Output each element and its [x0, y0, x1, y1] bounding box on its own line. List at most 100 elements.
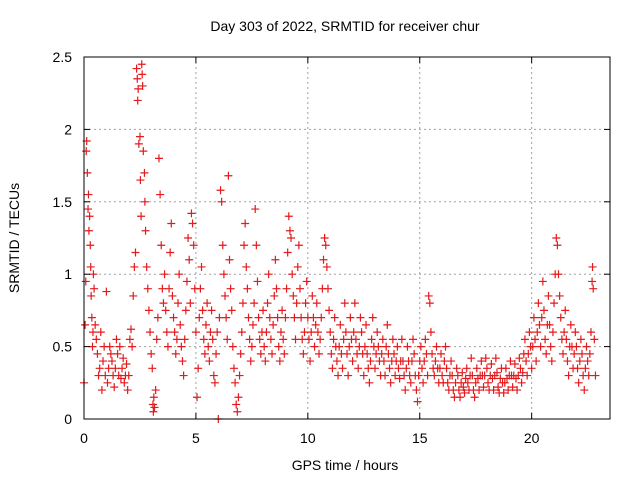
data-point: [443, 378, 452, 387]
data-point: [328, 364, 337, 373]
data-point: [470, 393, 479, 402]
data-point: [491, 354, 500, 363]
data-point: [563, 357, 572, 366]
data-point: [166, 248, 175, 257]
x-tick-label: 15: [412, 430, 428, 446]
data-point: [187, 209, 196, 218]
data-point: [306, 357, 315, 366]
data-point: [419, 378, 428, 387]
data-point: [340, 299, 349, 308]
data-point: [81, 277, 90, 286]
data-point: [562, 335, 571, 344]
data-point: [412, 386, 421, 395]
data-point: [284, 212, 293, 221]
data-point: [116, 374, 125, 383]
data-point: [85, 212, 94, 221]
data-point: [327, 349, 336, 358]
data-point: [348, 357, 357, 366]
data-point: [242, 262, 251, 271]
data-point: [86, 262, 95, 271]
data-point: [496, 374, 505, 383]
data-point: [481, 354, 490, 363]
data-point: [273, 313, 282, 322]
data-point: [125, 335, 134, 344]
data-point: [86, 241, 95, 250]
data-point: [346, 313, 355, 322]
y-tick-label: 1: [64, 266, 72, 282]
data-point: [515, 354, 524, 363]
data-point: [452, 364, 461, 373]
data-point: [317, 313, 326, 322]
data-point: [212, 349, 221, 358]
data-point: [255, 335, 264, 344]
data-point: [312, 299, 321, 308]
data-point: [471, 378, 480, 387]
data-point: [528, 342, 537, 351]
data-point: [254, 313, 263, 322]
data-point: [227, 306, 236, 315]
data-point: [394, 364, 403, 373]
data-point: [453, 371, 462, 380]
chart-title: Day 303 of 2022, SRMTID for receiver chu…: [210, 18, 480, 34]
data-point: [259, 306, 268, 315]
data-point: [334, 371, 343, 380]
data-point: [378, 335, 387, 344]
data-point: [282, 284, 291, 293]
data-point: [223, 335, 232, 344]
data-point: [501, 364, 510, 373]
data-point: [261, 357, 270, 366]
data-point: [541, 335, 550, 344]
data-point: [363, 349, 372, 358]
data-point: [420, 357, 429, 366]
data-point: [102, 287, 111, 296]
data-point: [397, 335, 406, 344]
data-point: [545, 320, 554, 329]
data-point: [538, 277, 547, 286]
data-point: [199, 335, 208, 344]
data-point: [566, 320, 575, 329]
data-point: [169, 313, 178, 322]
data-point: [537, 313, 546, 322]
data-point: [522, 357, 531, 366]
data-point: [287, 234, 296, 242]
data-point: [343, 349, 351, 358]
data-point: [165, 284, 174, 293]
data-point: [573, 364, 582, 373]
data-point: [575, 357, 584, 366]
data-point: [120, 378, 129, 387]
data-point: [435, 364, 444, 373]
data-point: [546, 342, 555, 351]
data-point: [385, 364, 394, 373]
data-point: [289, 291, 298, 300]
data-point: [128, 342, 137, 351]
data-point: [159, 299, 168, 308]
data-point: [82, 147, 91, 156]
data-point: [146, 328, 155, 337]
data-point: [262, 328, 271, 337]
data-point: [241, 219, 250, 228]
data-point: [374, 342, 383, 351]
data-point: [586, 328, 595, 337]
data-point: [553, 241, 562, 250]
data-point: [580, 386, 589, 395]
data-point: [252, 241, 261, 250]
data-point: [89, 270, 98, 279]
data-point: [97, 386, 106, 395]
data-point: [92, 335, 101, 344]
data-point: [135, 132, 144, 141]
data-point: [424, 291, 433, 300]
data-point: [224, 171, 233, 180]
data-point: [104, 364, 113, 373]
y-axis-label: SRMTID / TECUs: [6, 183, 22, 293]
data-point: [172, 335, 181, 344]
data-point: [325, 306, 334, 315]
data-point: [479, 383, 488, 392]
data-point: [437, 349, 446, 358]
data-point: [233, 407, 242, 416]
data-point: [265, 313, 274, 322]
data-point: [253, 277, 262, 286]
data-point: [138, 81, 147, 90]
data-point: [302, 277, 311, 286]
data-point: [588, 277, 597, 286]
data-point: [533, 328, 542, 337]
